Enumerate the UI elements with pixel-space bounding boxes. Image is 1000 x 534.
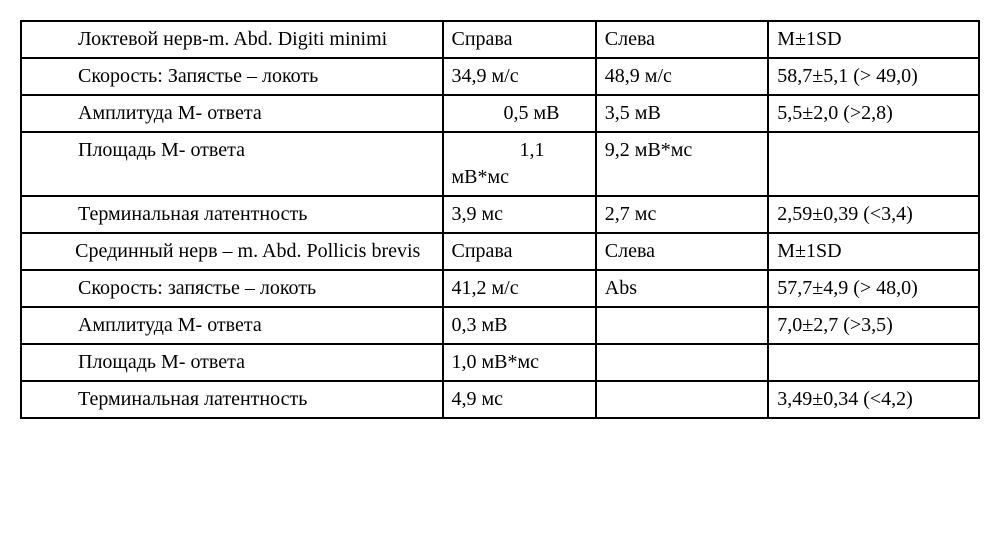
- table-row: Площадь М- ответа 1,0 мВ*мс: [21, 344, 979, 381]
- cell-left: 9,2 мВ*мс: [596, 132, 768, 196]
- cell-param: Амплитуда М- ответа: [21, 307, 443, 344]
- cell-param: Скорость: запястье – локоть: [21, 270, 443, 307]
- cell-left: 2,7 мс: [596, 196, 768, 233]
- cell-left: [596, 344, 768, 381]
- cell-sd: 5,5±2,0 (>2,8): [768, 95, 979, 132]
- cell-sd-header: M±1SD: [768, 233, 979, 270]
- table-row: Амплитуда М- ответа 0,3 мВ 7,0±2,7 (>3,5…: [21, 307, 979, 344]
- cell-right: 0,5 мВ: [443, 95, 596, 132]
- cell-param: Площадь М- ответа: [21, 132, 443, 196]
- cell-left: 48,9 м/с: [596, 58, 768, 95]
- cell-param: Скорость: Запястье – локоть: [21, 58, 443, 95]
- cell-param: Терминальная латентность: [21, 381, 443, 418]
- cell-right-header: Справа: [443, 21, 596, 58]
- cell-sd: 57,7±4,9 (> 48,0): [768, 270, 979, 307]
- cell-left-header: Слева: [596, 21, 768, 58]
- cell-sd: 7,0±2,7 (>3,5): [768, 307, 979, 344]
- cell-left-header: Слева: [596, 233, 768, 270]
- cell-sd: 2,59±0,39 (<3,4): [768, 196, 979, 233]
- cell-right-value-line1: 1,1: [452, 137, 545, 164]
- cell-right: 4,9 мс: [443, 381, 596, 418]
- cell-sd: 58,7±5,1 (> 49,0): [768, 58, 979, 95]
- cell-sd: [768, 132, 979, 196]
- cell-right: 1,0 мВ*мс: [443, 344, 596, 381]
- table-row: Скорость: Запястье – локоть 34,9 м/с 48,…: [21, 58, 979, 95]
- cell-param: Площадь М- ответа: [21, 344, 443, 381]
- cell-right: 34,9 м/с: [443, 58, 596, 95]
- table-row: Амплитуда М- ответа 0,5 мВ 3,5 мВ 5,5±2,…: [21, 95, 979, 132]
- table-row: Скорость: запястье – локоть 41,2 м/с Abs…: [21, 270, 979, 307]
- cell-right-header: Справа: [443, 233, 596, 270]
- cell-left: [596, 381, 768, 418]
- cell-param: Срединный нерв – m. Abd. Pollicis brevis: [21, 233, 443, 270]
- cell-sd-header: M±1SD: [768, 21, 979, 58]
- cell-right: 41,2 м/с: [443, 270, 596, 307]
- cell-param: Терминальная латентность: [21, 196, 443, 233]
- cell-right: 3,9 мс: [443, 196, 596, 233]
- nerve-conduction-table: Локтевой нерв-m. Abd. Digiti minimi Спра…: [20, 20, 980, 419]
- table-row: Площадь М- ответа 1,1 мВ*мс 9,2 мВ*мс: [21, 132, 979, 196]
- cell-right: 1,1 мВ*мс: [443, 132, 596, 196]
- cell-right: 0,3 мВ: [443, 307, 596, 344]
- table-row: Терминальная латентность 4,9 мс 3,49±0,3…: [21, 381, 979, 418]
- table-row: Локтевой нерв-m. Abd. Digiti minimi Спра…: [21, 21, 979, 58]
- cell-sd: 3,49±0,34 (<4,2): [768, 381, 979, 418]
- cell-sd: [768, 344, 979, 381]
- table-row: Срединный нерв – m. Abd. Pollicis brevis…: [21, 233, 979, 270]
- cell-left: Abs: [596, 270, 768, 307]
- cell-right-value: 0,5 мВ: [452, 100, 560, 127]
- cell-param: Амплитуда М- ответа: [21, 95, 443, 132]
- cell-right-value-line2: мВ*мс: [452, 166, 510, 188]
- cell-left: [596, 307, 768, 344]
- cell-left: 3,5 мВ: [596, 95, 768, 132]
- cell-param: Локтевой нерв-m. Abd. Digiti minimi: [21, 21, 443, 58]
- table-row: Терминальная латентность 3,9 мс 2,7 мс 2…: [21, 196, 979, 233]
